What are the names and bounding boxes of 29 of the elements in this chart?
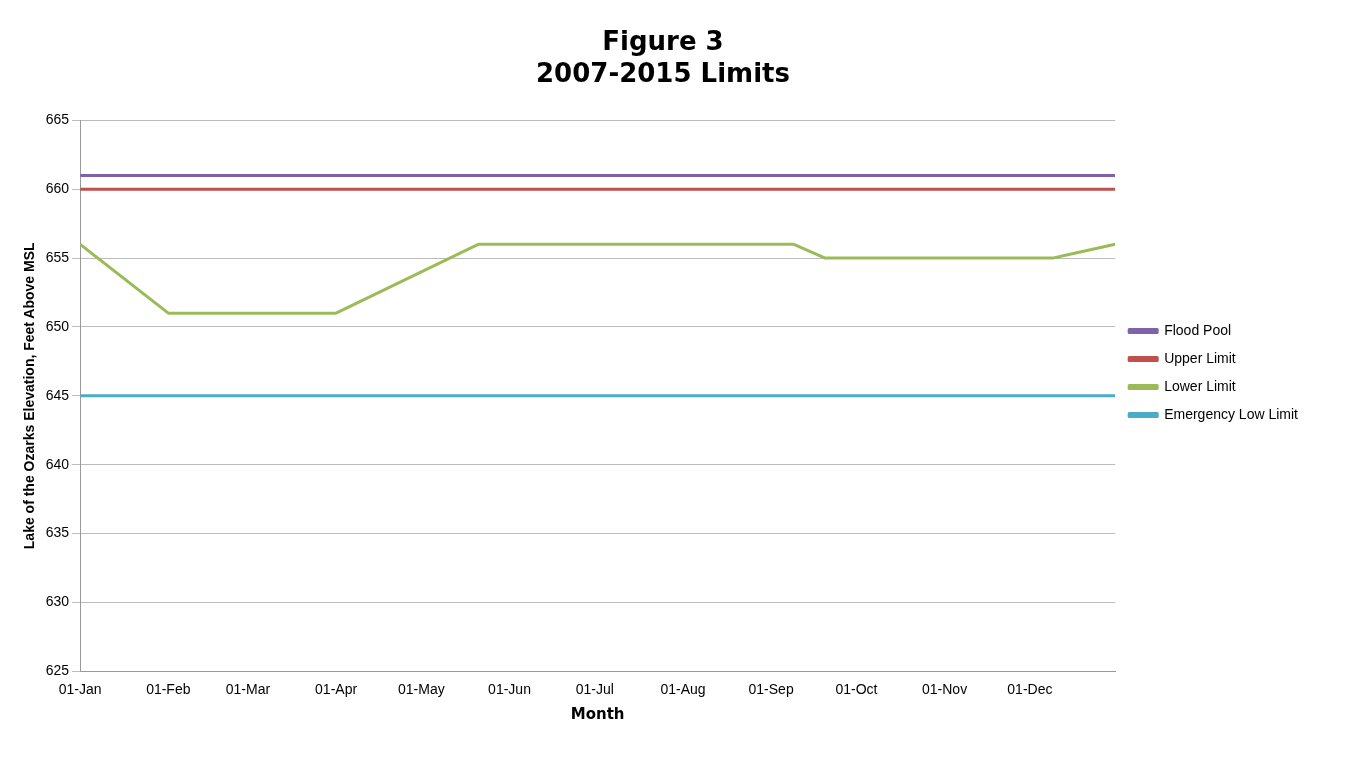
x-tick-label: 01-Jul — [575, 681, 614, 698]
y-tick-label: 645 — [45, 386, 70, 403]
y-tick-label: 655 — [45, 248, 70, 265]
legend-label: Lower Limit — [1164, 377, 1236, 394]
y-axis-title: Lake of the Ozarks Elevation, Feet Above MSL — [21, 241, 38, 550]
y-tick-label: 640 — [45, 455, 70, 472]
legend-label: Flood Pool — [1164, 321, 1232, 338]
legend-label: Emergency Low Limit — [1164, 405, 1299, 422]
x-tick-label: 01-Apr — [315, 681, 358, 698]
chart-subtitle: 2007-2015 Limits — [536, 57, 790, 88]
y-tick-label: 630 — [45, 593, 70, 610]
y-tick-label: 650 — [45, 317, 70, 334]
y-tick-label: 660 — [45, 180, 70, 197]
x-tick-label: 01-Mar — [225, 681, 271, 698]
x-tick-label: 01-Oct — [835, 681, 878, 698]
x-tick-label: 01-Dec — [1007, 681, 1053, 698]
y-tick-label: 625 — [45, 662, 70, 679]
x-tick-label: 01-Aug — [660, 681, 706, 698]
x-tick-label: 01-May — [398, 681, 445, 698]
x-tick-label: 01-Sep — [748, 681, 794, 698]
x-tick-label: 01-Jun — [488, 681, 531, 698]
x-tick-label: 01-Feb — [146, 681, 191, 698]
legend-label: Upper Limit — [1164, 349, 1236, 366]
x-tick-label: 01-Nov — [922, 681, 968, 698]
y-tick-label: 635 — [45, 524, 70, 541]
y-tick-label: 665 — [45, 111, 70, 128]
chart-title: Figure 3 — [602, 26, 724, 57]
x-tick-label: 01-Jan — [58, 681, 102, 698]
x-axis-title: Month — [570, 704, 625, 723]
